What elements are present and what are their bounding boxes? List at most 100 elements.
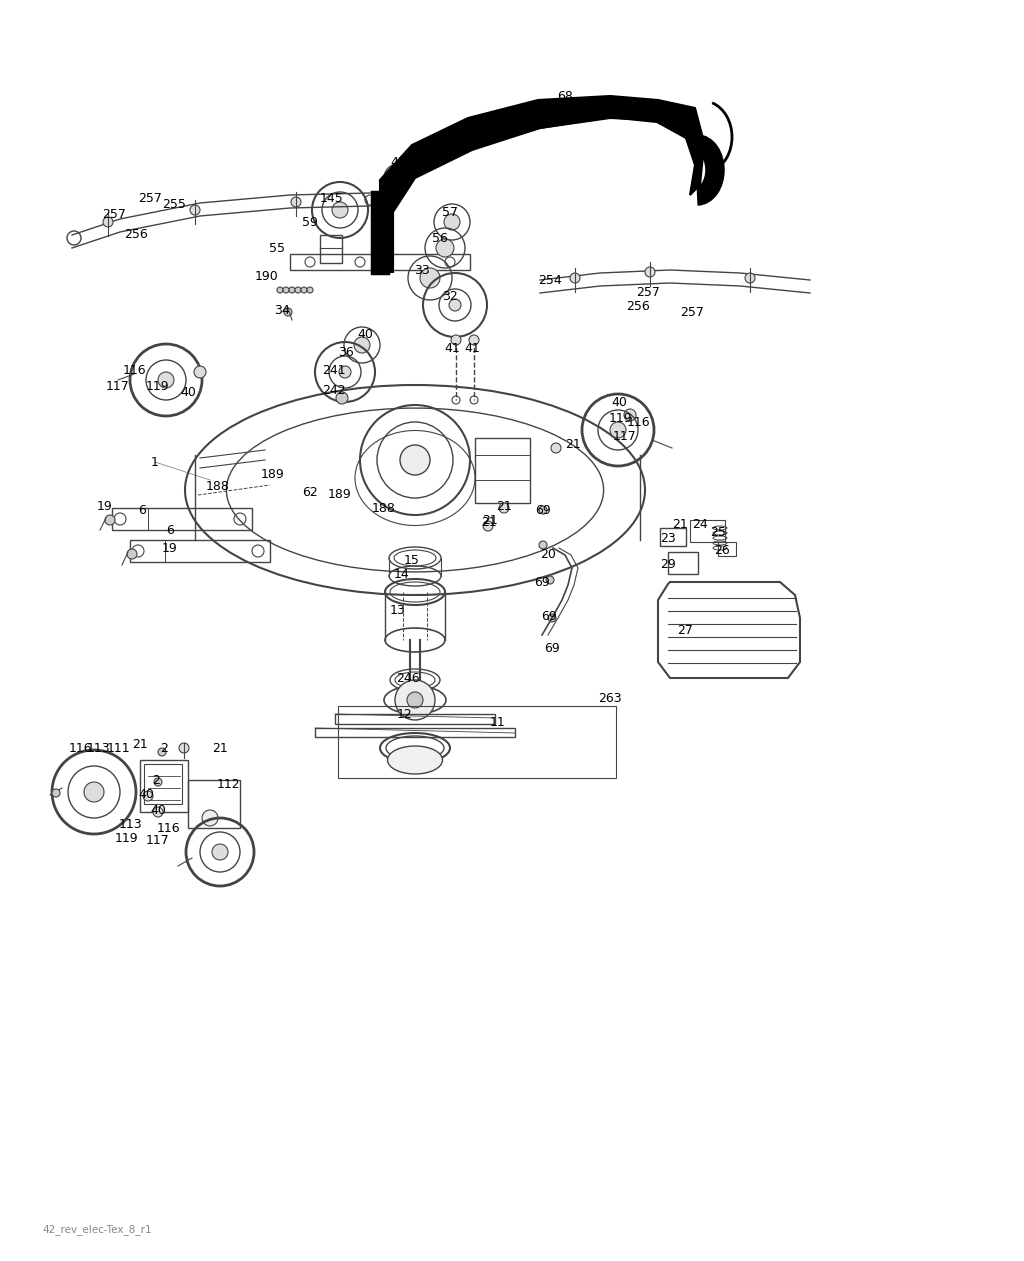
Text: 2: 2 [152,773,160,787]
Text: 117: 117 [613,430,637,443]
Circle shape [301,288,307,293]
Circle shape [52,789,60,797]
Bar [338,706,616,778]
Text: 13: 13 [390,604,406,617]
Circle shape [469,335,479,346]
Text: 59: 59 [302,217,317,230]
Text: 6: 6 [166,523,174,536]
Text: 113: 113 [118,817,141,831]
Bar [690,520,725,542]
Text: 190: 190 [255,270,279,282]
Circle shape [392,171,404,184]
Bar [144,764,182,805]
Circle shape [284,308,292,317]
Circle shape [539,506,547,514]
Circle shape [307,288,313,293]
Circle shape [332,202,348,218]
Circle shape [551,443,561,453]
Bar [668,552,698,574]
Text: 62: 62 [302,485,317,498]
Text: 2: 2 [160,741,168,754]
Text: 26: 26 [714,543,730,556]
Text: 145: 145 [321,192,344,204]
Bar [140,760,188,812]
Text: 257: 257 [636,285,659,299]
Text: 116: 116 [69,741,92,754]
Polygon shape [380,98,703,265]
Text: 119: 119 [115,831,138,845]
Text: 188: 188 [372,502,396,514]
Circle shape [354,337,370,353]
Bar [718,542,736,556]
Text: 257: 257 [102,208,126,222]
Text: 21: 21 [565,439,581,451]
Text: 21: 21 [672,517,688,531]
Circle shape [570,272,580,282]
Circle shape [190,206,200,214]
Text: 119: 119 [608,411,632,425]
Text: 188: 188 [206,479,230,493]
Circle shape [212,844,228,860]
Circle shape [202,810,218,826]
Text: 117: 117 [146,834,170,846]
Text: 116: 116 [122,364,145,377]
Bar [475,438,530,503]
Text: 34: 34 [274,304,290,317]
Circle shape [283,288,289,293]
Text: 42_rev_elec-Tex_8_r1: 42_rev_elec-Tex_8_r1 [42,1224,152,1235]
Text: 1: 1 [152,455,159,469]
Circle shape [127,549,137,559]
Bar [130,540,270,562]
Circle shape [291,197,301,207]
Text: 40: 40 [611,396,627,410]
Text: 15: 15 [404,554,420,566]
Circle shape [395,680,435,720]
Circle shape [84,782,104,802]
Circle shape [336,392,348,404]
Circle shape [339,366,351,378]
Circle shape [153,807,163,817]
Text: 33: 33 [414,264,430,276]
Text: 19: 19 [162,541,178,555]
Bar [660,528,686,546]
Text: 40: 40 [151,803,166,817]
Text: 242: 242 [323,383,346,396]
Bar [335,714,495,724]
Circle shape [444,214,460,230]
Text: 255: 255 [162,198,186,212]
Text: 41: 41 [444,342,460,354]
Text: 189: 189 [261,468,285,480]
Text: 241: 241 [323,363,346,377]
Text: 29: 29 [660,557,676,570]
Text: 263: 263 [598,691,622,705]
Circle shape [400,445,430,475]
Circle shape [745,272,755,282]
Text: 21: 21 [496,499,512,512]
Text: 69: 69 [536,503,551,517]
Text: 23: 23 [660,531,676,545]
Text: 119: 119 [145,380,169,392]
Text: 25: 25 [710,526,726,538]
Text: 246: 246 [396,672,420,685]
Circle shape [483,521,493,531]
Circle shape [143,791,153,801]
Text: 55: 55 [269,242,285,255]
Text: 21: 21 [482,513,498,527]
Text: 40: 40 [357,328,373,340]
Text: 254: 254 [539,274,562,286]
Bar [112,508,252,530]
Text: 69: 69 [535,575,550,589]
Circle shape [154,778,162,786]
Text: 36: 36 [338,346,354,358]
Circle shape [179,743,189,753]
Text: 112: 112 [216,778,240,791]
Text: 19: 19 [97,499,113,512]
Text: 257: 257 [680,305,703,319]
Text: 24: 24 [692,517,708,531]
Circle shape [451,335,461,346]
Bar [188,781,240,828]
Text: 256: 256 [124,227,147,241]
Text: 256: 256 [626,300,650,313]
Text: 257: 257 [138,192,162,204]
Text: 14: 14 [394,567,410,580]
